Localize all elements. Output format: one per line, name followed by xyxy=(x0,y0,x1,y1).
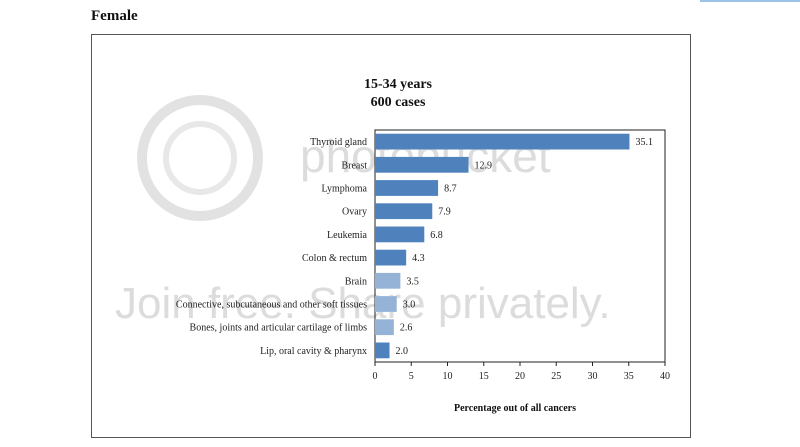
watermark-logo-icon xyxy=(137,95,263,221)
data-label: 3.0 xyxy=(403,300,416,311)
data-label: 12.9 xyxy=(475,160,493,171)
data-label: 4.3 xyxy=(412,253,425,264)
category-label: Bones, joints and articular cartilage of… xyxy=(190,323,368,334)
x-axis-title: Percentage out of all cancers xyxy=(454,403,576,414)
bar xyxy=(375,296,397,312)
data-label: 8.7 xyxy=(444,184,457,195)
x-axis-ticks: 0 5 10 15 20 25 30 35 40 xyxy=(373,362,670,382)
bar xyxy=(375,342,390,359)
category-label: Leukemia xyxy=(327,230,368,241)
category-label: Ovary xyxy=(342,207,367,218)
bar xyxy=(375,203,433,220)
data-label: 7.9 xyxy=(438,207,451,218)
category-label: Thyroid gland xyxy=(310,137,367,148)
data-label: 6.8 xyxy=(430,230,443,241)
bar xyxy=(375,133,630,150)
category-label: Lip, oral cavity & pharynx xyxy=(260,346,367,357)
bar xyxy=(375,249,407,266)
watermark: photobucket Join free. Share privately. xyxy=(115,95,611,328)
value-labels: 35.1 12.9 8.7 7.9 6.8 4.3 3.5 3.0 2.6 2.0 xyxy=(396,137,653,357)
bar xyxy=(375,319,394,336)
data-label: 35.1 xyxy=(635,137,653,148)
data-label: 3.5 xyxy=(406,276,419,287)
chart-frame xyxy=(91,34,691,438)
bar xyxy=(375,226,425,243)
data-label: 2.0 xyxy=(396,346,409,357)
category-labels: Thyroid gland Breast Lymphoma Ovary Leukemia… xyxy=(176,137,368,357)
bar xyxy=(375,272,401,289)
x-tick-label: 10 xyxy=(443,371,453,382)
bars xyxy=(375,133,630,359)
x-tick-label: 15 xyxy=(479,371,489,382)
x-tick-label: 5 xyxy=(409,371,414,382)
x-tick-label: 30 xyxy=(588,371,598,382)
top-edge-line xyxy=(700,0,800,2)
category-label: Colon & rectum xyxy=(302,253,367,264)
data-label: 2.6 xyxy=(400,323,413,334)
x-tick-label: 0 xyxy=(373,371,378,382)
category-label: Lymphoma xyxy=(321,184,367,195)
chart-title-line-1: 15-34 years xyxy=(364,77,433,92)
x-tick-label: 20 xyxy=(515,371,525,382)
watermark-banner: Join free. Share privately. xyxy=(115,279,611,328)
x-tick-label: 40 xyxy=(660,371,670,382)
bar xyxy=(375,180,439,196)
watermark-logo-inner-icon xyxy=(163,121,237,195)
category-label: Connective, subcutaneous and other soft … xyxy=(176,300,367,311)
section-heading: Female xyxy=(91,8,138,24)
bar xyxy=(375,156,469,173)
category-label: Brain xyxy=(345,276,367,287)
chart-title-line-2: 600 cases xyxy=(371,95,426,110)
x-tick-label: 25 xyxy=(551,371,561,382)
category-label: Breast xyxy=(341,160,367,171)
x-tick-label: 35 xyxy=(624,371,634,382)
